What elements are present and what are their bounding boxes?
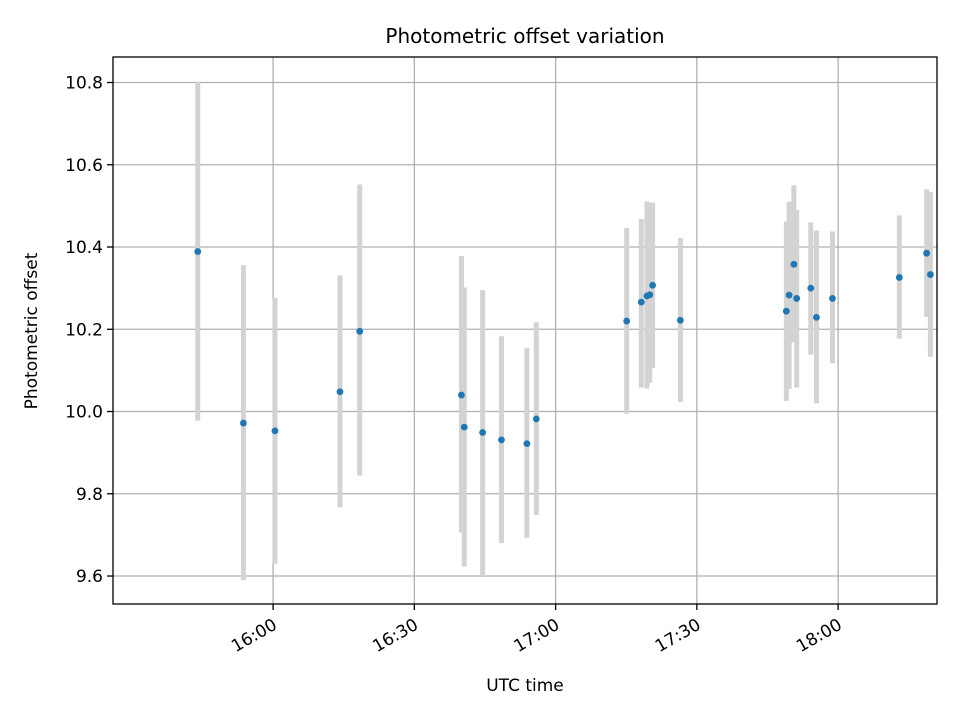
data-point [895,274,903,281]
chart-title: Photometric offset variation [385,24,664,48]
data-point [523,440,531,448]
data-point [356,327,364,335]
plot-area: 9.69.810.010.210.410.610.816:00 16:30 17:0… [65,56,938,657]
y-axis-label: Photometric offset [22,252,42,409]
data-point [649,281,657,289]
data-point [336,388,344,396]
data-point [460,423,468,431]
data-point [782,307,790,315]
data-point [646,291,654,299]
data-point [793,295,801,302]
data-point [807,284,815,292]
y-tick-label: 10.2 [65,320,103,340]
data-point [813,313,820,321]
y-tick-label: 10.8 [65,73,103,93]
y-tick-label: 9.6 [76,567,103,587]
data-point [785,291,793,299]
data-point [637,298,645,306]
data-point [790,260,798,268]
y-tick-label: 9.8 [76,485,103,505]
y-tick-label: 10.6 [65,156,103,176]
data-point [240,419,247,427]
data-point [923,249,931,257]
axes-frame [112,56,938,605]
data-point [271,427,279,435]
data-point [532,415,540,423]
y-tick-label: 10.4 [65,238,103,258]
data-point [676,316,684,324]
y-tick-label: 10.0 [65,403,103,423]
data-point [194,248,202,255]
data-point [927,271,934,278]
data-point [829,295,836,302]
data-point [458,391,465,399]
data-point [498,436,505,444]
data-point [479,429,487,436]
x-axis-label: UTC time [486,676,564,696]
data-point [623,317,631,325]
